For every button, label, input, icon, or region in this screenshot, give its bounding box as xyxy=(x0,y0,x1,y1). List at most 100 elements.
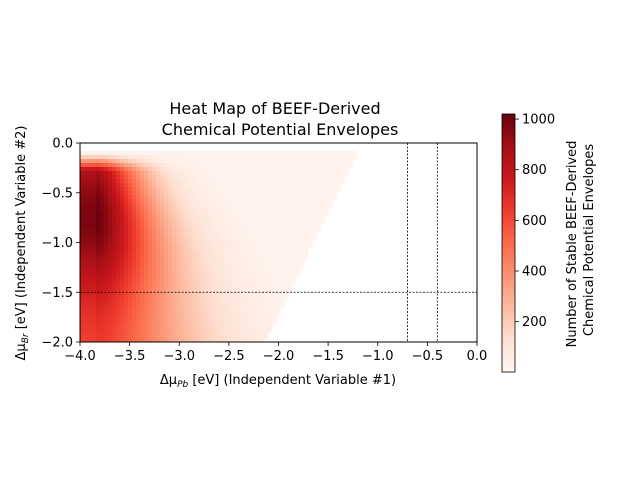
heatmap-cell xyxy=(264,267,269,272)
heatmap-cell xyxy=(116,171,121,176)
heatmap-cell xyxy=(184,303,189,308)
heatmap-cell xyxy=(116,211,121,216)
heatmap-cell xyxy=(316,151,321,156)
heatmap-cell xyxy=(228,267,233,272)
heatmap-cell xyxy=(144,211,149,216)
heatmap-cell xyxy=(200,159,205,164)
heatmap-cell xyxy=(104,335,109,340)
heatmap-cell xyxy=(236,327,241,332)
heatmap-cell xyxy=(328,171,333,176)
heatmap-cell xyxy=(80,159,85,164)
heatmap-cell xyxy=(104,211,109,216)
heatmap-cell xyxy=(100,331,105,336)
heatmap-cell xyxy=(160,255,165,260)
heatmap-cell xyxy=(272,227,277,232)
heatmap-cell xyxy=(292,251,297,256)
heatmap-cell xyxy=(184,315,189,320)
heatmap-cell xyxy=(116,311,121,316)
heatmap-cell xyxy=(244,291,249,296)
heatmap-cell xyxy=(240,259,245,264)
heatmap-cell xyxy=(212,191,217,196)
heatmap-cell xyxy=(348,155,353,160)
heatmap-cell xyxy=(248,267,253,272)
heatmap-cell xyxy=(208,211,213,216)
heatmap-cell xyxy=(140,275,145,280)
heatmap-cell xyxy=(128,339,133,342)
heatmap-cell xyxy=(228,287,233,292)
heatmap-cell xyxy=(268,303,273,308)
heatmap-cell xyxy=(120,291,125,296)
heatmap-cell xyxy=(100,203,105,208)
heatmap-cell xyxy=(212,279,217,284)
heatmap-cell xyxy=(140,331,145,336)
heatmap-cell xyxy=(304,171,309,176)
heatmap-cell xyxy=(248,235,253,240)
heatmap-cell xyxy=(108,207,113,212)
heatmap-cell xyxy=(124,279,129,284)
heatmap-cell xyxy=(160,263,165,268)
heatmap-cell xyxy=(128,151,133,156)
heatmap-cell xyxy=(164,171,169,176)
heatmap-cell xyxy=(248,255,253,260)
heatmap-cell xyxy=(168,259,173,264)
heatmap-cell xyxy=(240,199,245,204)
heatmap-cell xyxy=(124,247,129,252)
y-axis-label-prefix: Δμ xyxy=(14,343,29,360)
heatmap-cell xyxy=(300,183,305,188)
heatmap-cell xyxy=(80,235,85,240)
heatmap-cell xyxy=(120,263,125,268)
heatmap-cell xyxy=(116,151,121,156)
heatmap-cell xyxy=(304,239,309,244)
heatmap-cell xyxy=(100,291,105,296)
heatmap-cell xyxy=(96,295,101,300)
heatmap-cell xyxy=(300,259,305,264)
heatmap-cell xyxy=(212,195,217,200)
heatmap-cell xyxy=(156,175,161,180)
heatmap-cell xyxy=(332,187,337,192)
heatmap-cell xyxy=(176,315,181,320)
heatmap-cell xyxy=(152,287,157,292)
heatmap-cell xyxy=(268,195,273,200)
heatmap-cell xyxy=(148,279,153,284)
heatmap-cell xyxy=(268,155,273,160)
heatmap-cell xyxy=(160,159,165,164)
heatmap-cell xyxy=(240,203,245,208)
heatmap-cell xyxy=(208,227,213,232)
heatmap-cell xyxy=(240,295,245,300)
heatmap-cell xyxy=(120,151,125,156)
heatmap-cell xyxy=(276,235,281,240)
heatmap-cell xyxy=(120,163,125,168)
heatmap-cell xyxy=(180,191,185,196)
heatmap-cell xyxy=(312,207,317,212)
heatmap-cell xyxy=(136,227,141,232)
heatmap-cell xyxy=(228,199,233,204)
heatmap-cell xyxy=(240,187,245,192)
heatmap-cell xyxy=(248,227,253,232)
heatmap-cell xyxy=(108,219,113,224)
heatmap-cell xyxy=(264,155,269,160)
heatmap-cell xyxy=(204,175,209,180)
heatmap-cell xyxy=(248,287,253,292)
heatmap-cell xyxy=(288,155,293,160)
y-axis: 0.0−0.5−1.0−1.5−2.0 xyxy=(41,137,80,351)
heatmap-cell xyxy=(112,179,117,184)
heatmap-cell xyxy=(196,215,201,220)
heatmap-cell xyxy=(152,275,157,280)
heatmap-cell xyxy=(172,279,177,284)
heatmap-cell xyxy=(92,251,97,256)
heatmap-cell xyxy=(272,195,277,200)
heatmap-cell xyxy=(248,311,253,316)
heatmap-cell xyxy=(220,311,225,316)
heatmap-cell xyxy=(84,239,89,244)
heatmap-cell xyxy=(168,163,173,168)
heatmap-cell xyxy=(264,287,269,292)
heatmap-cell xyxy=(272,287,277,292)
heatmap-cell xyxy=(84,259,89,264)
heatmap-cell xyxy=(120,243,125,248)
heatmap-cell xyxy=(88,295,93,300)
heatmap-cell xyxy=(324,195,329,200)
heatmap-cell xyxy=(188,215,193,220)
heatmap-cell xyxy=(224,255,229,260)
heatmap-cell xyxy=(132,287,137,292)
heatmap-cell xyxy=(204,259,209,264)
